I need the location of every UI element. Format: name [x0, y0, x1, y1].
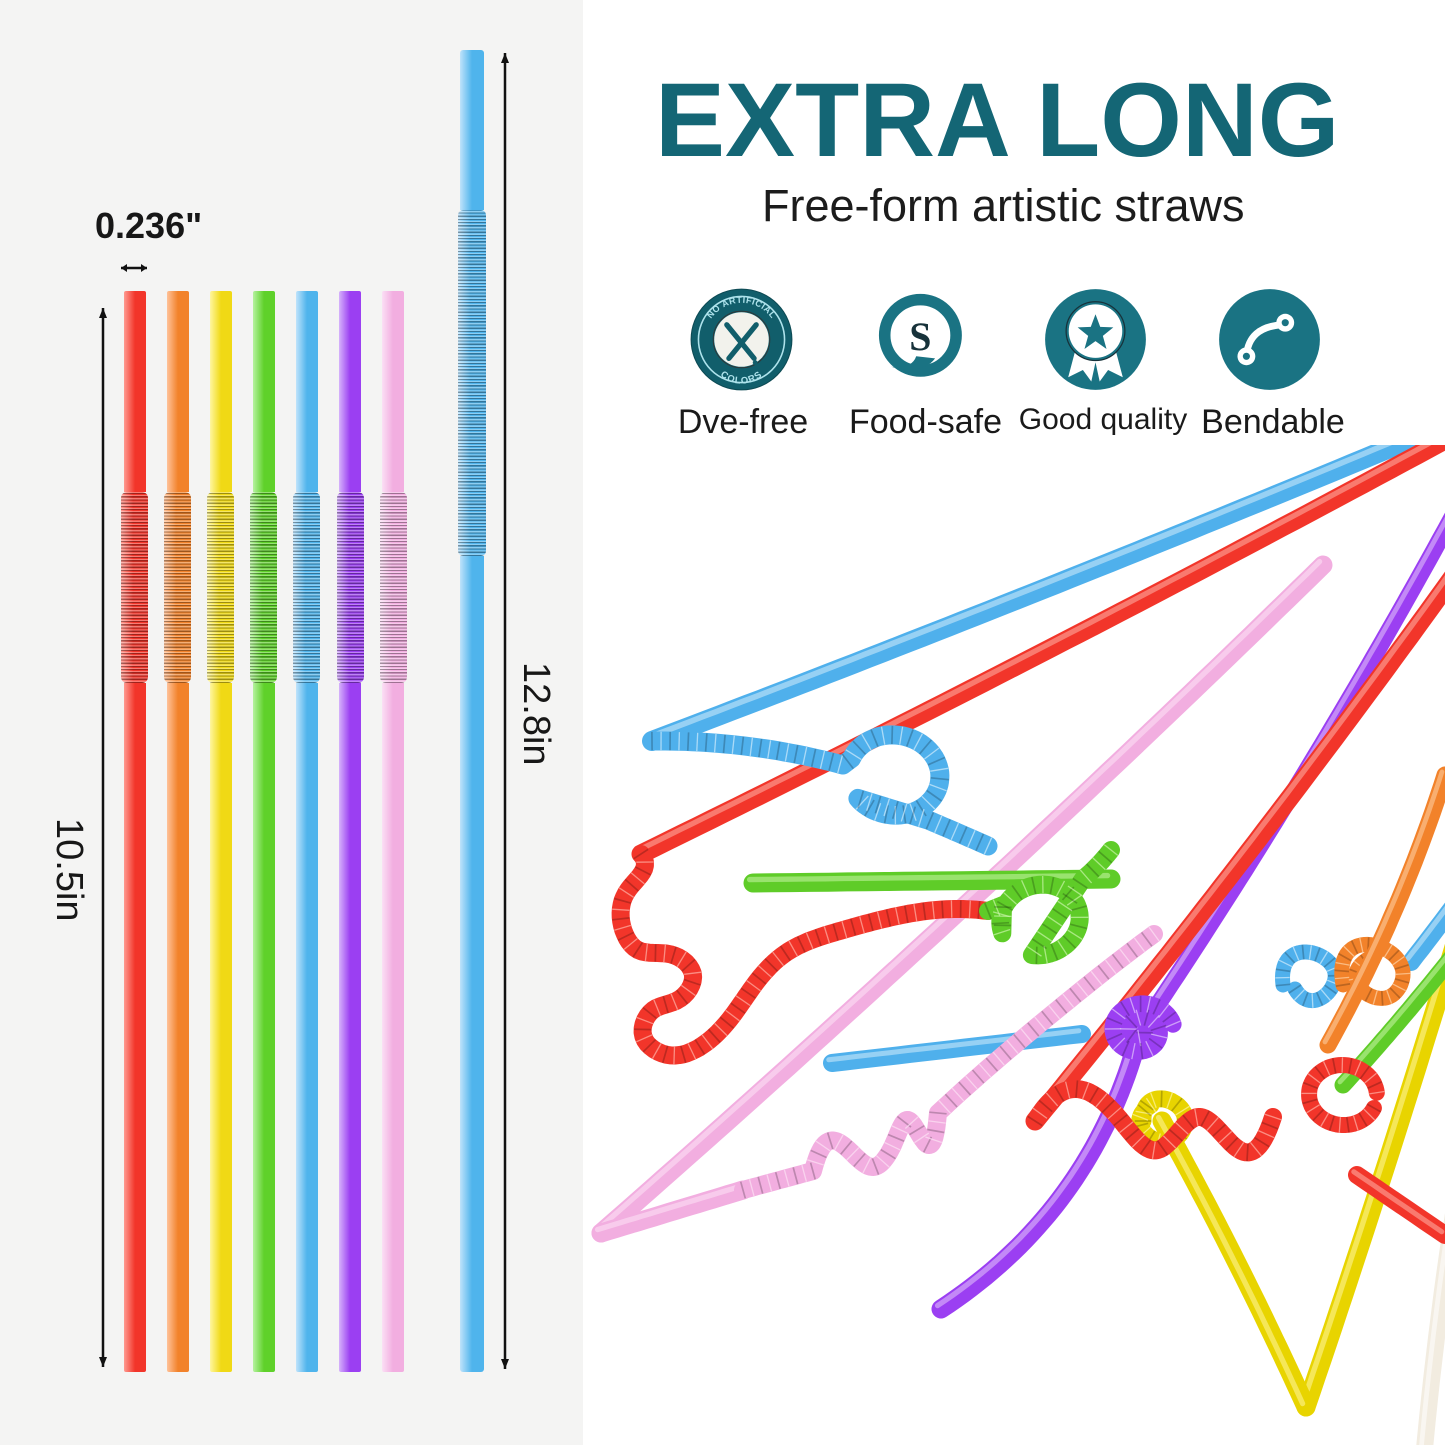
svg-text:S: S: [909, 314, 931, 359]
